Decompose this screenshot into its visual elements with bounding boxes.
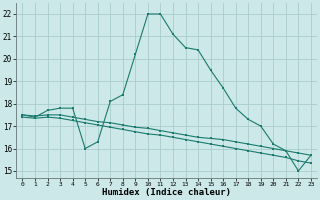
X-axis label: Humidex (Indice chaleur): Humidex (Indice chaleur) <box>102 188 231 197</box>
